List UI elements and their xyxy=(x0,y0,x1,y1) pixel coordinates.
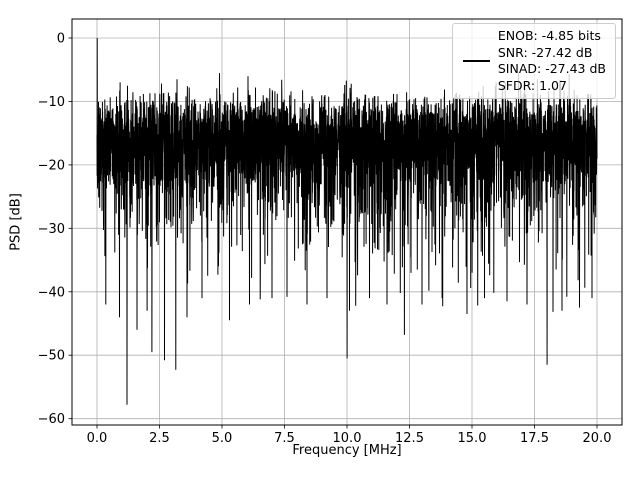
x-tick-label: 7.5 xyxy=(274,431,295,446)
y-tick-label: −30 xyxy=(38,222,65,237)
psd-trace xyxy=(96,37,598,405)
legend-items: ENOB: -4.85 bits SNR: -27.42 dB SINAD: -… xyxy=(498,28,606,94)
x-tick-label: 17.5 xyxy=(520,431,549,446)
y-tick-label: −40 xyxy=(38,285,65,300)
y-tick-label: −10 xyxy=(38,95,65,110)
legend: ENOB: -4.85 bits SNR: -27.42 dB SINAD: -… xyxy=(451,23,616,99)
y-tick-label: −50 xyxy=(38,349,65,364)
legend-item-snr: SNR: -27.42 dB xyxy=(497,44,593,60)
x-tick-label: 5.0 xyxy=(212,431,233,446)
y-tick-label: −60 xyxy=(38,412,65,427)
legend-line-sample xyxy=(462,60,490,62)
x-tick-label: 15.0 xyxy=(458,431,487,446)
x-tick-label: 12.5 xyxy=(395,431,424,446)
legend-item-enob: ENOB: -4.85 bits xyxy=(497,28,601,43)
legend-item-sinad: SINAD: -27.43 dB xyxy=(497,61,606,76)
x-tick-label: 0.0 xyxy=(87,431,108,446)
y-axis-label: PSD [dB] xyxy=(8,193,24,251)
x-tick-label: 20.0 xyxy=(583,431,612,446)
x-axis-label: Frequency [MHz] xyxy=(292,443,402,458)
y-tick-label: 0 xyxy=(57,32,65,47)
y-tick-label: −20 xyxy=(38,158,65,173)
x-tick-label: 2.5 xyxy=(149,431,170,446)
legend-item-sfdr: SFDR: 1.07 xyxy=(497,77,567,93)
x-tick-label: 10.0 xyxy=(333,431,362,446)
